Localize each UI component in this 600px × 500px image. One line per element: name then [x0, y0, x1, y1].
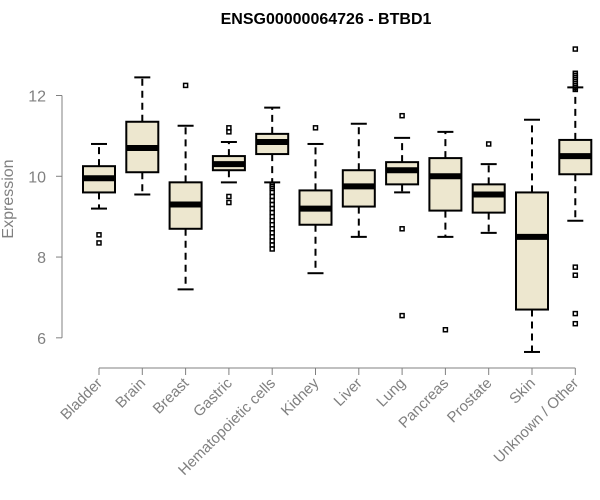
boxes-layer [82, 46, 593, 353]
box-unknown-other [558, 46, 593, 327]
outlier-point [572, 46, 579, 52]
y-tick-label: 12 [28, 89, 46, 106]
x-tick-label: Breast [150, 374, 193, 417]
y-axis-label: Expression [0, 159, 17, 238]
x-tick-label: Bladder [57, 375, 106, 424]
outlier-point [226, 199, 232, 206]
iqr-box [471, 183, 506, 214]
outlier-point [399, 112, 405, 119]
outlier-point [182, 82, 189, 89]
box-kidney [298, 125, 333, 275]
outlier-point [399, 226, 405, 232]
box-skin [515, 118, 549, 353]
box-gastric [211, 125, 246, 206]
box-lung [385, 112, 420, 319]
box-liver [341, 122, 376, 238]
x-tick-label: Skin [506, 375, 539, 408]
outlier-point [96, 240, 102, 246]
x-tick-label: Liver [331, 375, 366, 410]
box-bladder [82, 142, 116, 246]
outlier-point [485, 141, 492, 147]
box-breast [168, 82, 203, 291]
y-tick-label: 6 [37, 331, 46, 348]
x-tick-label: Kidney [278, 374, 323, 419]
outlier-point [572, 264, 579, 270]
iqr-box [515, 191, 549, 311]
axes: 6 8 10 12 [28, 89, 576, 375]
iqr-box [385, 161, 420, 186]
outlier-point [572, 272, 579, 278]
y-tick-label: 10 [28, 169, 46, 186]
x-tick-label: Prostate [444, 375, 496, 427]
outlier-point [226, 129, 232, 135]
chart-title: ENSG00000064726 - BTBD1 [221, 11, 432, 28]
x-tick-label: Lung [373, 375, 409, 411]
outlier-point [399, 312, 405, 319]
box-pancreas [428, 130, 463, 333]
outlier-point [572, 86, 579, 93]
outlier-point [269, 246, 275, 252]
iqr-box [428, 157, 463, 212]
outlier-point [442, 326, 449, 333]
box-hematopoietic-cells [255, 106, 290, 252]
outlier-point [572, 320, 579, 327]
outlier-point [312, 125, 319, 131]
x-tick-label: Brain [112, 375, 149, 412]
outlier-point [226, 193, 232, 200]
y-tick-label: 8 [37, 250, 46, 267]
box-brain [125, 76, 160, 196]
outlier-point [572, 310, 579, 317]
box-prostate [471, 141, 506, 234]
outlier-point [96, 232, 102, 238]
